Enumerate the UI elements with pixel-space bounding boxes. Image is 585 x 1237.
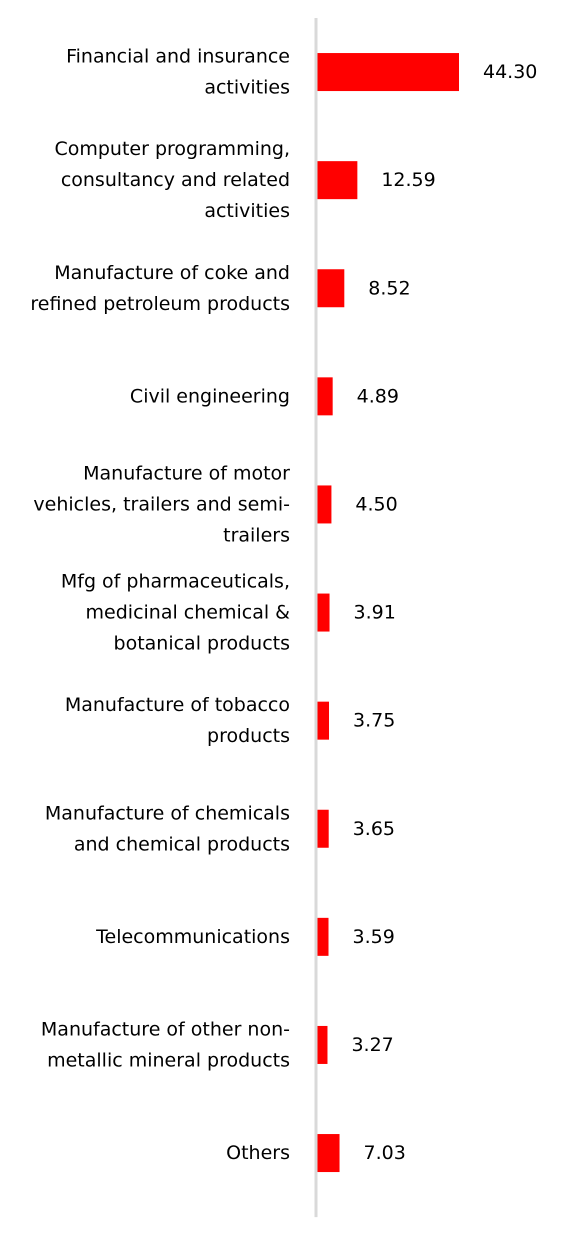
- data-label: 7.03: [364, 1142, 406, 1164]
- category-label: Mfg of pharmaceuticals,: [61, 571, 290, 593]
- category-label: activities: [204, 77, 290, 99]
- category-label: Manufacture of chemicals: [45, 802, 290, 824]
- category-label: trailers: [223, 524, 290, 546]
- data-label: 12.59: [381, 169, 435, 191]
- category-label: consultancy and related: [61, 169, 290, 191]
- category-label: metallic mineral products: [47, 1049, 290, 1071]
- data-label: 3.65: [353, 818, 395, 840]
- bar: [317, 269, 345, 308]
- data-label: 3.75: [353, 710, 395, 732]
- category-label: Manufacture of motor: [83, 462, 290, 484]
- bar: [317, 809, 329, 848]
- bar: [317, 593, 330, 632]
- value-labels: 44.30 12.59 8.52 4.89 4.50 3.91 3.75 3.65 3.59 3.…: [351, 61, 537, 1164]
- category-label: vehicles, trailers and semi-: [33, 493, 290, 515]
- category-label: Telecommunications: [95, 926, 290, 948]
- data-label: 3.91: [354, 602, 396, 624]
- bar: [317, 161, 358, 200]
- data-label: 4.50: [355, 493, 397, 515]
- bar: [317, 1025, 328, 1064]
- category-label: Civil engineering: [130, 385, 290, 407]
- category-label: products: [207, 725, 290, 747]
- bar: [317, 701, 330, 740]
- category-label: Financial and insurance: [66, 46, 290, 68]
- data-label: 44.30: [483, 61, 537, 83]
- bar: [317, 917, 329, 956]
- category-label: Computer programming,: [54, 138, 290, 160]
- bar: [317, 53, 459, 92]
- category-label: Manufacture of other non-: [41, 1018, 290, 1040]
- category-label: activities: [204, 200, 290, 222]
- data-label: 4.89: [357, 385, 399, 407]
- data-label: 3.59: [353, 926, 395, 948]
- category-label: botanical products: [114, 633, 290, 655]
- data-label: 3.27: [351, 1034, 393, 1056]
- bar: [317, 1134, 340, 1173]
- category-label: Manufacture of coke and: [54, 262, 290, 284]
- data-label: 8.52: [368, 277, 410, 299]
- category-label: medicinal chemical &: [86, 602, 291, 624]
- bars-layer: [317, 53, 459, 1173]
- category-label: Manufacture of tobacco: [65, 694, 290, 716]
- bar: [317, 377, 333, 416]
- category-label: refined petroleum products: [30, 293, 290, 315]
- category-label: and chemical products: [74, 833, 290, 855]
- category-labels: Financial and insurance activities Compute…: [30, 46, 290, 1165]
- category-label: Others: [226, 1142, 290, 1164]
- bar: [317, 485, 332, 524]
